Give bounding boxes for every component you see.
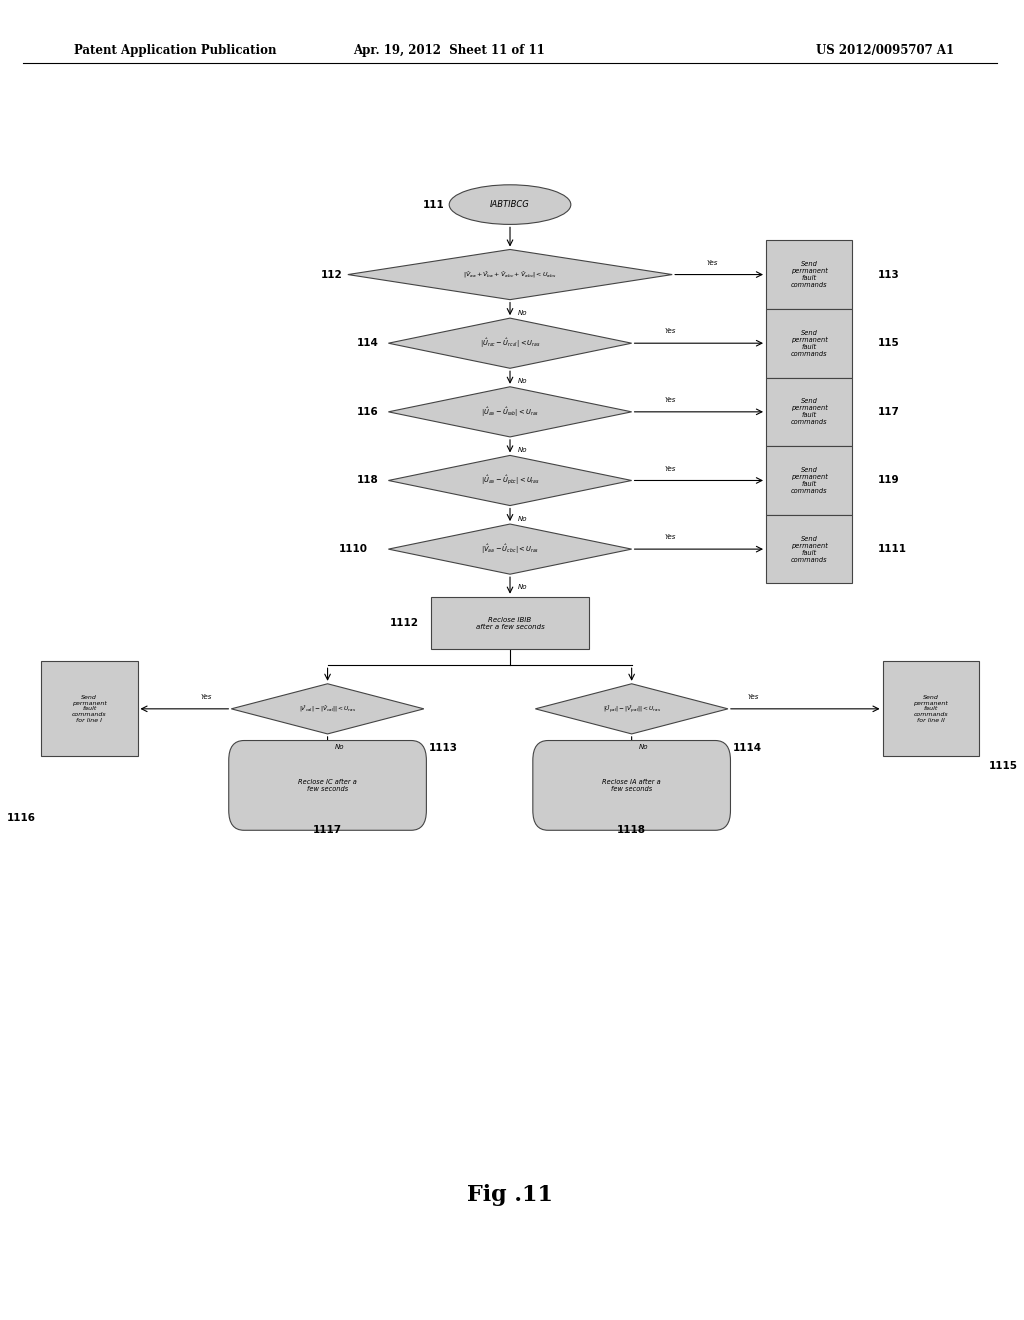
Text: 115: 115 xyxy=(878,338,899,348)
Text: 119: 119 xyxy=(878,475,899,486)
Polygon shape xyxy=(388,318,632,368)
Text: US 2012/0095707 A1: US 2012/0095707 A1 xyxy=(816,44,954,57)
Text: No: No xyxy=(517,447,527,453)
Text: Send
permanent
fault
commands
for line I: Send permanent fault commands for line I xyxy=(72,694,106,723)
Polygon shape xyxy=(536,684,728,734)
Text: $|\hat{U}_{pal}|-|\hat{V}_{pal}||<U_{ras}$: $|\hat{U}_{pal}|-|\hat{V}_{pal}||<U_{ras… xyxy=(602,704,660,714)
Text: Yes: Yes xyxy=(665,329,676,334)
Text: Send
permanent
fault
commands: Send permanent fault commands xyxy=(791,399,827,425)
Text: 1117: 1117 xyxy=(313,825,342,836)
Text: 113: 113 xyxy=(878,269,899,280)
Text: 111: 111 xyxy=(422,199,444,210)
Text: 1113: 1113 xyxy=(429,743,458,754)
Polygon shape xyxy=(348,249,672,300)
Text: $|\hat{V}_{cal}|-|\hat{V}_{cal}||<U_{ras}$: $|\hat{V}_{cal}|-|\hat{V}_{cal}||<U_{ras… xyxy=(299,704,356,714)
FancyBboxPatch shape xyxy=(766,378,852,446)
Text: Reclose IBIB
after a few seconds: Reclose IBIB after a few seconds xyxy=(475,616,545,630)
Text: 1116: 1116 xyxy=(7,813,36,824)
FancyBboxPatch shape xyxy=(41,661,137,756)
Text: 1112: 1112 xyxy=(390,618,419,628)
FancyBboxPatch shape xyxy=(883,661,979,756)
FancyBboxPatch shape xyxy=(766,446,852,515)
Text: No: No xyxy=(517,310,527,315)
Text: 1111: 1111 xyxy=(878,544,906,554)
Polygon shape xyxy=(231,684,424,734)
Text: 1118: 1118 xyxy=(617,825,646,836)
Text: Reclose IC after a
few seconds: Reclose IC after a few seconds xyxy=(298,779,357,792)
Text: Patent Application Publication: Patent Application Publication xyxy=(74,44,276,57)
Text: Yes: Yes xyxy=(665,466,676,471)
Text: 112: 112 xyxy=(321,269,343,280)
Text: $|\hat{U}_{aa}-\hat{U}_{rab}|<U_{ras}$: $|\hat{U}_{aa}-\hat{U}_{rab}|<U_{ras}$ xyxy=(481,405,540,418)
Text: $|\hat{U}_{aa}-\hat{U}_{pbc}|<U_{ras}$: $|\hat{U}_{aa}-\hat{U}_{pbc}|<U_{ras}$ xyxy=(480,474,540,487)
Text: 1114: 1114 xyxy=(733,743,762,754)
Text: No: No xyxy=(639,744,648,750)
Text: $|\hat{V}_{aa}-\hat{U}_{cbc}|<U_{ras}$: $|\hat{V}_{aa}-\hat{U}_{cbc}|<U_{ras}$ xyxy=(481,543,540,556)
Text: 117: 117 xyxy=(878,407,899,417)
Text: 114: 114 xyxy=(356,338,378,348)
Text: $|\hat{V}_{aa}+\hat{V}_{ba}+\hat{V}_{abc}+\hat{V}_{abc}|<U_{abs}$: $|\hat{V}_{aa}+\hat{V}_{ba}+\hat{V}_{abc… xyxy=(463,269,557,280)
Text: Yes: Yes xyxy=(665,535,676,540)
Text: Reclose IA after a
few seconds: Reclose IA after a few seconds xyxy=(602,779,660,792)
Text: Send
permanent
fault
commands: Send permanent fault commands xyxy=(791,261,827,288)
Text: Fig .11: Fig .11 xyxy=(467,1184,553,1205)
FancyBboxPatch shape xyxy=(766,515,852,583)
Text: $|\hat{U}_{rac}-\hat{U}_{rcal}|<U_{ras}$: $|\hat{U}_{rac}-\hat{U}_{rcal}|<U_{ras}$ xyxy=(479,337,541,350)
Text: No: No xyxy=(335,744,344,750)
FancyBboxPatch shape xyxy=(228,741,426,830)
Text: Yes: Yes xyxy=(748,694,759,700)
Text: 1115: 1115 xyxy=(989,760,1018,771)
Text: No: No xyxy=(517,516,527,521)
Polygon shape xyxy=(388,455,632,506)
Text: 116: 116 xyxy=(356,407,378,417)
Text: Yes: Yes xyxy=(201,694,212,700)
Text: Apr. 19, 2012  Sheet 11 of 11: Apr. 19, 2012 Sheet 11 of 11 xyxy=(353,44,545,57)
Text: Yes: Yes xyxy=(665,397,676,403)
Ellipse shape xyxy=(450,185,570,224)
FancyBboxPatch shape xyxy=(766,309,852,378)
Text: 118: 118 xyxy=(356,475,378,486)
FancyBboxPatch shape xyxy=(766,240,852,309)
FancyBboxPatch shape xyxy=(431,597,589,649)
Text: Send
permanent
fault
commands: Send permanent fault commands xyxy=(791,330,827,356)
Polygon shape xyxy=(388,524,632,574)
Polygon shape xyxy=(388,387,632,437)
FancyBboxPatch shape xyxy=(532,741,730,830)
Text: IABTIBCG: IABTIBCG xyxy=(490,201,529,209)
Text: 1110: 1110 xyxy=(339,544,368,554)
Text: Yes: Yes xyxy=(707,260,719,265)
Text: No: No xyxy=(517,379,527,384)
Text: No: No xyxy=(517,585,527,590)
Text: Send
permanent
fault
commands: Send permanent fault commands xyxy=(791,467,827,494)
Text: Send
permanent
fault
commands: Send permanent fault commands xyxy=(791,536,827,562)
Text: Send
permanent
fault
commands
for line II: Send permanent fault commands for line I… xyxy=(913,694,948,723)
